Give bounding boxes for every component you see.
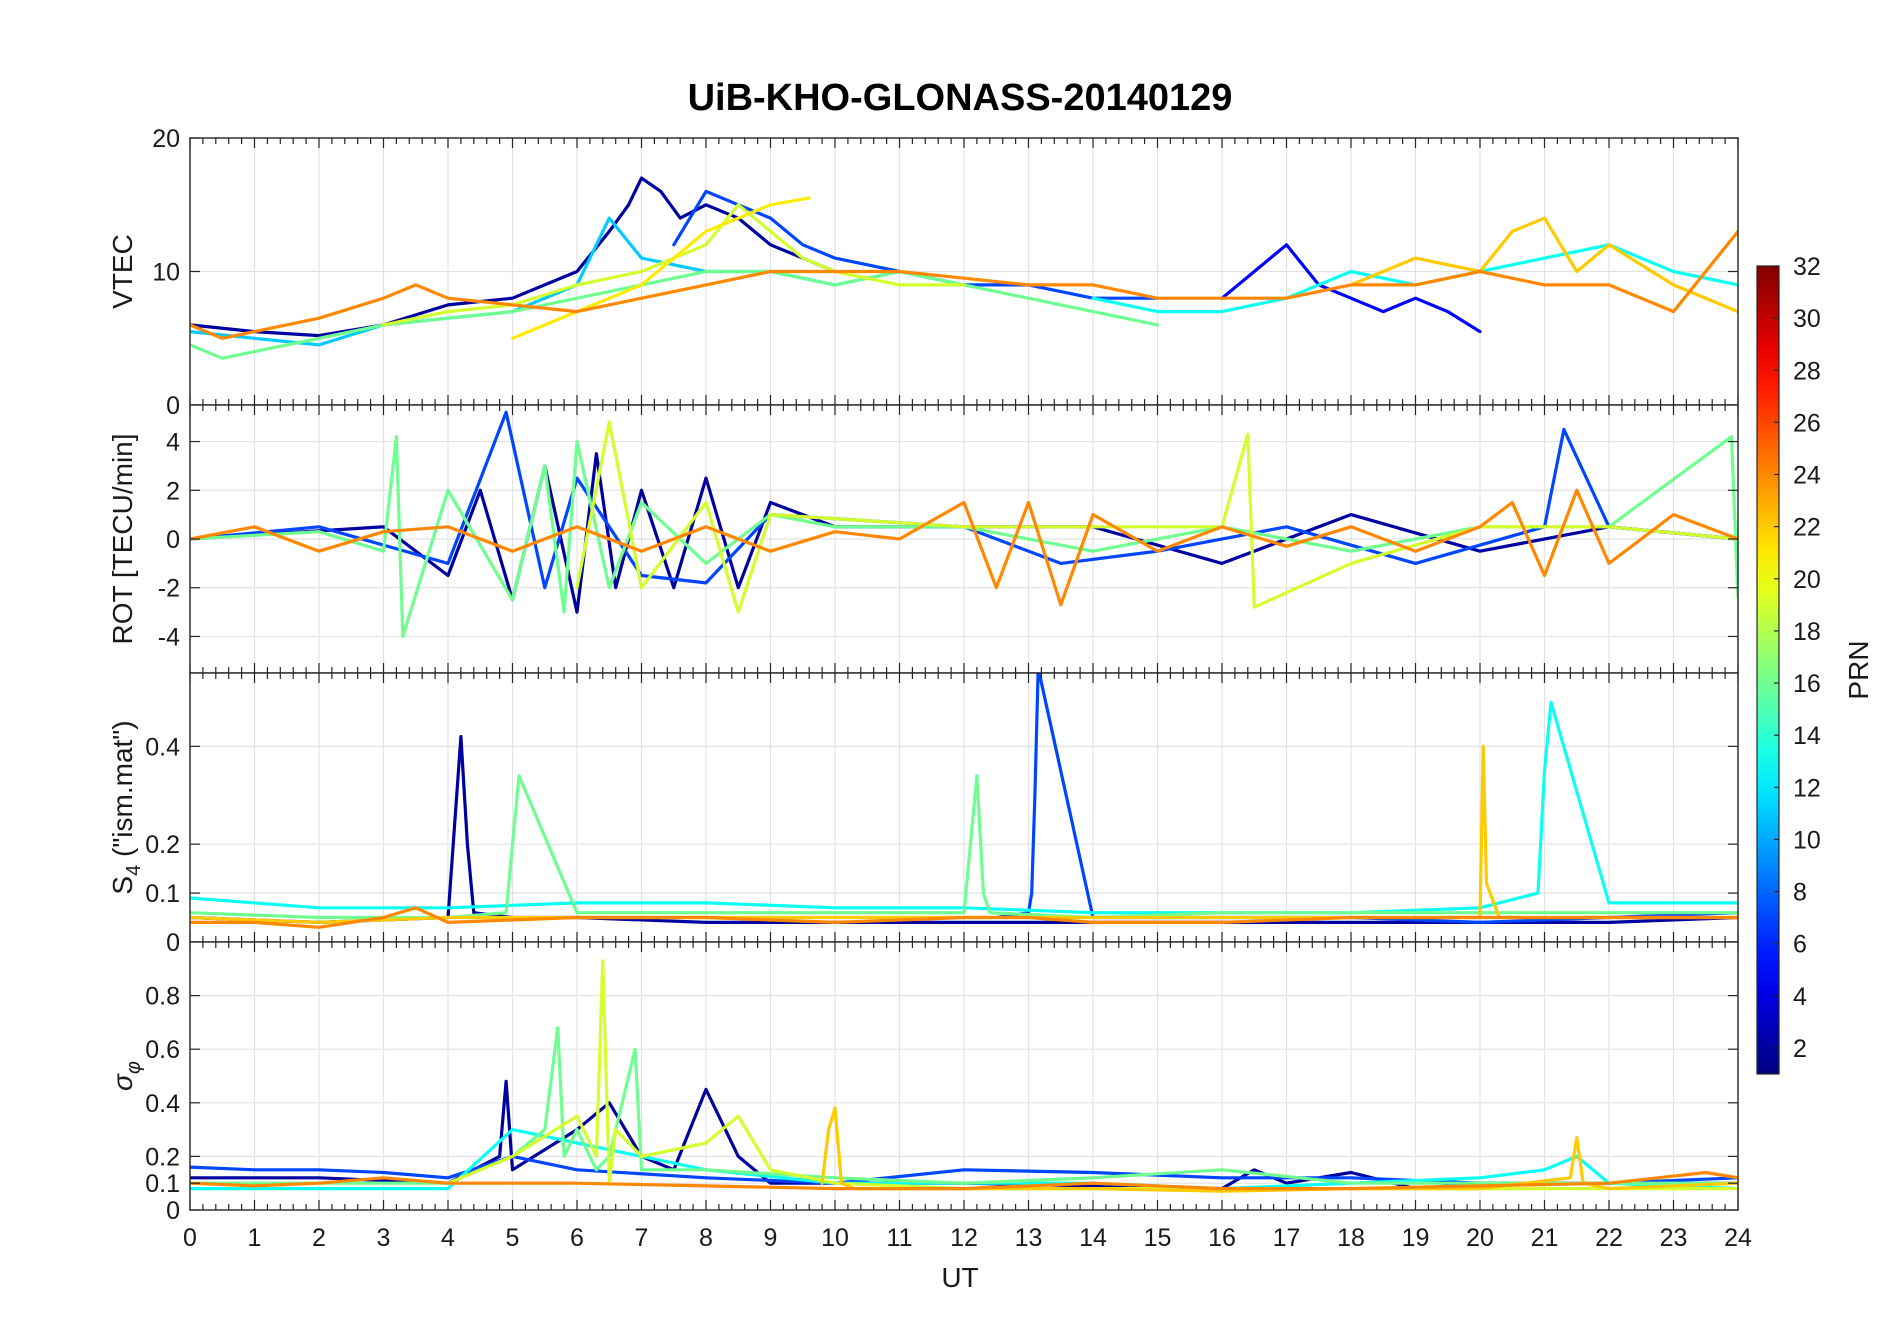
- x-tick-label: 20: [1466, 1224, 1494, 1252]
- x-axis-label: UT: [941, 1262, 978, 1293]
- y-axis-label-vtec: VTEC: [107, 234, 138, 309]
- x-tick-label: 14: [1079, 1224, 1107, 1252]
- x-tick-label: 19: [1402, 1224, 1430, 1252]
- panel-sigma_phi-series: [190, 959, 1738, 1193]
- panel-s4-series: [190, 673, 1738, 929]
- series-line-prn-16: [190, 774, 1738, 920]
- y-tick-label: 0.4: [145, 733, 180, 761]
- series-line-prn-13: [190, 700, 1738, 915]
- x-tick-label: 2: [312, 1224, 326, 1252]
- y-tick-label: 20: [152, 125, 180, 153]
- x-tick-label: 17: [1273, 1224, 1301, 1252]
- y-tick-label: 0: [166, 929, 180, 957]
- colorbar-gradient: [1756, 265, 1780, 1075]
- x-tick-label: 22: [1595, 1224, 1623, 1252]
- series-line-prn-19: [575, 420, 1738, 614]
- y-tick-label: 0: [166, 526, 180, 554]
- x-tick-label: 10: [821, 1224, 849, 1252]
- x-tick-label: 1: [248, 1224, 262, 1252]
- panel-rot-series: [190, 410, 1738, 639]
- series-line-prn-24: [190, 488, 1738, 607]
- colorbar-tick-label: 6: [1793, 931, 1807, 959]
- colorbar-tick-label: 18: [1793, 618, 1821, 646]
- colorbar-tick-label: 22: [1793, 514, 1821, 542]
- colorbar-label: PRN: [1843, 640, 1874, 699]
- panel-sigma_phi: 00.10.2 0.4 0.6 0.8 σφ: [107, 941, 1739, 1225]
- y-tick-label: 0.1: [145, 1170, 180, 1198]
- series-line-prn-22: [1349, 216, 1738, 314]
- series-line-prn-24: [190, 229, 1738, 340]
- colorbar-tick-label: 30: [1793, 305, 1821, 333]
- colorbar-tick-label: 4: [1793, 983, 1807, 1011]
- colorbar-tick-label: 32: [1793, 253, 1821, 281]
- x-tick-label: 13: [1015, 1224, 1043, 1252]
- series-line-prn-2: [190, 734, 1738, 925]
- x-tick-label: 7: [635, 1224, 649, 1252]
- x-tick-label: 11: [887, 1224, 913, 1252]
- x-tick-label: 4: [441, 1224, 455, 1252]
- y-tick-label: 0.2: [145, 1143, 180, 1171]
- colorbar-tick-label: 24: [1793, 462, 1821, 490]
- y-tick-label: 0.4: [145, 1090, 180, 1118]
- colorbar-tick-label: 12: [1793, 774, 1821, 802]
- series-line-prn-22: [820, 1106, 1738, 1193]
- colorbar-tick-label: 8: [1793, 879, 1807, 907]
- panel-vtec: 0 10 20 VTEC: [107, 125, 1739, 420]
- series-line-prn-24: [190, 906, 1738, 929]
- x-tick-label: 8: [699, 1224, 713, 1252]
- x-tick-label: 6: [570, 1224, 584, 1252]
- y-tick-label: 0: [166, 1197, 180, 1225]
- x-tick-label: 12: [950, 1224, 978, 1252]
- colorbar-tick-label: 10: [1793, 826, 1821, 854]
- y-tick-label: -4: [158, 623, 180, 651]
- y-tick-label: 0.1: [145, 880, 180, 908]
- y-tick-label: 2: [166, 477, 180, 505]
- y-axis-label-sigma_phi: σφ: [107, 1061, 145, 1091]
- series-line-prn-24: [190, 1170, 1738, 1191]
- y-tick-label: 4: [166, 429, 180, 457]
- colorbar-tick-label: 28: [1793, 357, 1821, 385]
- colorbar-tick-label: 14: [1793, 722, 1821, 750]
- y-axis-label-s4: S4 ("ism.mat"): [107, 720, 145, 894]
- panel-s4: 0 0.1 0.2 0.4S4 ("ism.mat"): [107, 672, 1739, 957]
- y-tick-label: 10: [152, 259, 180, 287]
- x-tick-label: 23: [1660, 1224, 1688, 1252]
- x-tick-label: 18: [1337, 1224, 1365, 1252]
- series-line-prn-16: [190, 1026, 1738, 1185]
- x-tick-label: 9: [764, 1224, 778, 1252]
- x-tick-label: 5: [506, 1224, 520, 1252]
- colorbar-tick-label: 16: [1793, 670, 1821, 698]
- x-tick-label: 3: [377, 1224, 391, 1252]
- y-tick-label: 0.8: [145, 983, 180, 1011]
- x-tick-label: 21: [1531, 1224, 1559, 1252]
- series-line-prn-22: [190, 744, 1738, 925]
- panel-vtec-series: [190, 176, 1738, 360]
- y-axis-label-rot: ROT [TECU/min]: [107, 433, 138, 644]
- x-tick-label: 16: [1208, 1224, 1236, 1252]
- series-line-prn-5: [1220, 243, 1482, 334]
- colorbar-tick-label: 2: [1793, 1035, 1807, 1063]
- colorbar-tick-label: 26: [1793, 409, 1821, 437]
- y-tick-label: 0: [166, 392, 180, 420]
- chart-title: UiB-KHO-GLONASS-20140129: [688, 77, 1233, 119]
- x-tick-label: 24: [1724, 1224, 1752, 1252]
- x-tick-label: 0: [183, 1224, 197, 1252]
- colorbar-tick-label: 20: [1793, 566, 1821, 594]
- y-tick-label: -2: [158, 575, 180, 603]
- series-line-prn-7: [672, 189, 1160, 300]
- x-tick-label: 15: [1144, 1224, 1172, 1252]
- panel-rot: -4 -2 0 2 4 ROT [TECU/min]: [107, 404, 1739, 674]
- y-tick-label: 0.6: [145, 1036, 180, 1064]
- y-tick-label: 0.2: [145, 831, 180, 859]
